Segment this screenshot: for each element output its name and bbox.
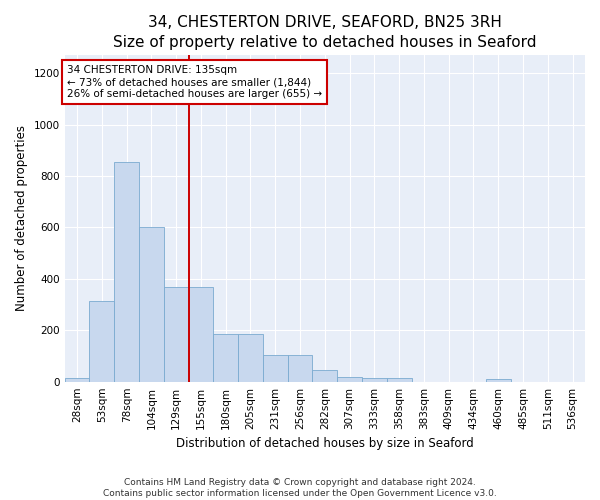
- Bar: [486, 379, 511, 382]
- Title: 34, CHESTERTON DRIVE, SEAFORD, BN25 3RH
Size of property relative to detached ho: 34, CHESTERTON DRIVE, SEAFORD, BN25 3RH …: [113, 15, 536, 50]
- X-axis label: Distribution of detached houses by size in Seaford: Distribution of detached houses by size …: [176, 437, 474, 450]
- Bar: [313, 370, 337, 382]
- Bar: [164, 286, 188, 382]
- Bar: [89, 300, 114, 382]
- Text: 34 CHESTERTON DRIVE: 135sqm
← 73% of detached houses are smaller (1,844)
26% of : 34 CHESTERTON DRIVE: 135sqm ← 73% of det…: [67, 66, 322, 98]
- Bar: [263, 354, 287, 382]
- Bar: [362, 378, 387, 382]
- Bar: [139, 228, 164, 382]
- Bar: [214, 334, 238, 382]
- Bar: [337, 376, 362, 382]
- Bar: [188, 286, 214, 382]
- Bar: [114, 162, 139, 382]
- Bar: [287, 354, 313, 382]
- Y-axis label: Number of detached properties: Number of detached properties: [15, 126, 28, 312]
- Bar: [65, 378, 89, 382]
- Bar: [387, 378, 412, 382]
- Text: Contains HM Land Registry data © Crown copyright and database right 2024.
Contai: Contains HM Land Registry data © Crown c…: [103, 478, 497, 498]
- Bar: [238, 334, 263, 382]
